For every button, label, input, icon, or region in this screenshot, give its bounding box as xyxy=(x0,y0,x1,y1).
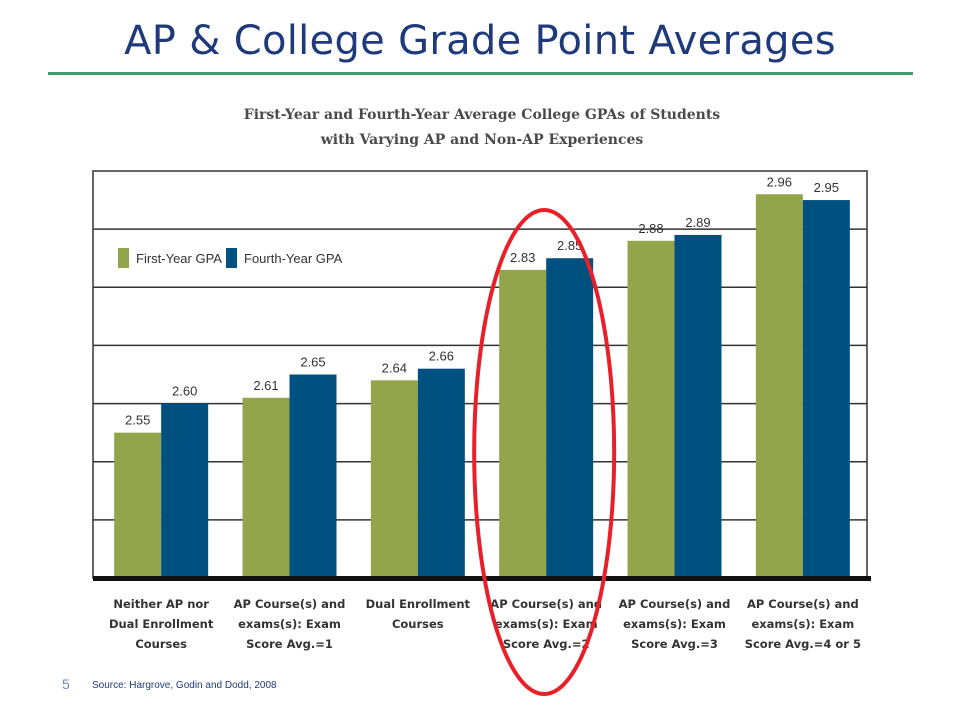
category-label: Score Avg.=1 xyxy=(246,637,333,651)
bar-fourth-year xyxy=(546,258,594,578)
category-label: AP Course(s) and xyxy=(490,597,602,611)
legend-label-first-year: First-Year GPA xyxy=(136,251,222,266)
category-label: AP Course(s) and xyxy=(234,597,346,611)
data-label: 2.66 xyxy=(429,349,454,364)
slide-title: AP & College Grade Point Averages xyxy=(124,18,836,64)
title-rule xyxy=(48,72,913,75)
x-axis-baseline xyxy=(93,576,871,581)
bar-first-year xyxy=(499,269,547,578)
category-label: exams(s): Exam xyxy=(751,617,854,631)
bar-fourth-year xyxy=(802,200,850,579)
data-label: 2.64 xyxy=(382,360,407,375)
category-label: Neither AP nor xyxy=(113,597,209,611)
legend-label-fourth-year: Fourth-Year GPA xyxy=(244,251,343,266)
legend-swatch-first-year xyxy=(118,248,129,268)
plot-frame xyxy=(92,170,868,579)
bar-fourth-year xyxy=(417,368,465,578)
chart-title-line: with Varying AP and Non-AP Experiences xyxy=(320,132,644,148)
highlight-ellipse xyxy=(472,208,617,696)
category-label: Dual Enrollment xyxy=(109,617,214,631)
bar-fourth-year xyxy=(161,403,209,578)
data-label: 2.65 xyxy=(300,355,325,370)
category-label: Courses xyxy=(392,617,444,631)
category-label: Score Avg.=4 or 5 xyxy=(745,637,861,651)
bar-first-year xyxy=(755,194,803,578)
data-label: 2.95 xyxy=(814,180,839,195)
category-label: Score Avg.=2 xyxy=(503,637,590,651)
bar-fourth-year xyxy=(289,374,337,578)
data-label: 2.88 xyxy=(638,221,663,236)
category-label: AP Course(s) and xyxy=(747,597,859,611)
data-label: 2.96 xyxy=(767,174,792,189)
data-label: 2.55 xyxy=(125,413,150,428)
category-label: AP Course(s) and xyxy=(619,597,731,611)
data-label: 2.85 xyxy=(557,238,582,253)
source-note: Source: Hargrove, Godin and Dodd, 2008 xyxy=(92,680,277,691)
bar-first-year xyxy=(114,432,162,578)
category-label: Courses xyxy=(135,637,187,651)
chart-title-line: First-Year and Fourth-Year Average Colle… xyxy=(244,107,721,123)
slide-number: 5 xyxy=(62,676,70,692)
bar-first-year xyxy=(627,240,675,578)
category-label: exams(s): Exam xyxy=(495,617,598,631)
bar-first-year xyxy=(242,397,290,578)
bar-first-year xyxy=(370,380,418,578)
data-label: 2.89 xyxy=(685,215,710,230)
bar-fourth-year xyxy=(674,234,722,578)
data-label: 2.61 xyxy=(253,378,278,393)
category-label: Dual Enrollment xyxy=(366,597,471,611)
category-label: Score Avg.=3 xyxy=(631,637,718,651)
category-label: exams(s): Exam xyxy=(238,617,341,631)
category-label: exams(s): Exam xyxy=(623,617,726,631)
legend-swatch-fourth-year xyxy=(226,248,237,268)
data-label: 2.60 xyxy=(172,384,197,399)
data-label: 2.83 xyxy=(510,250,535,265)
